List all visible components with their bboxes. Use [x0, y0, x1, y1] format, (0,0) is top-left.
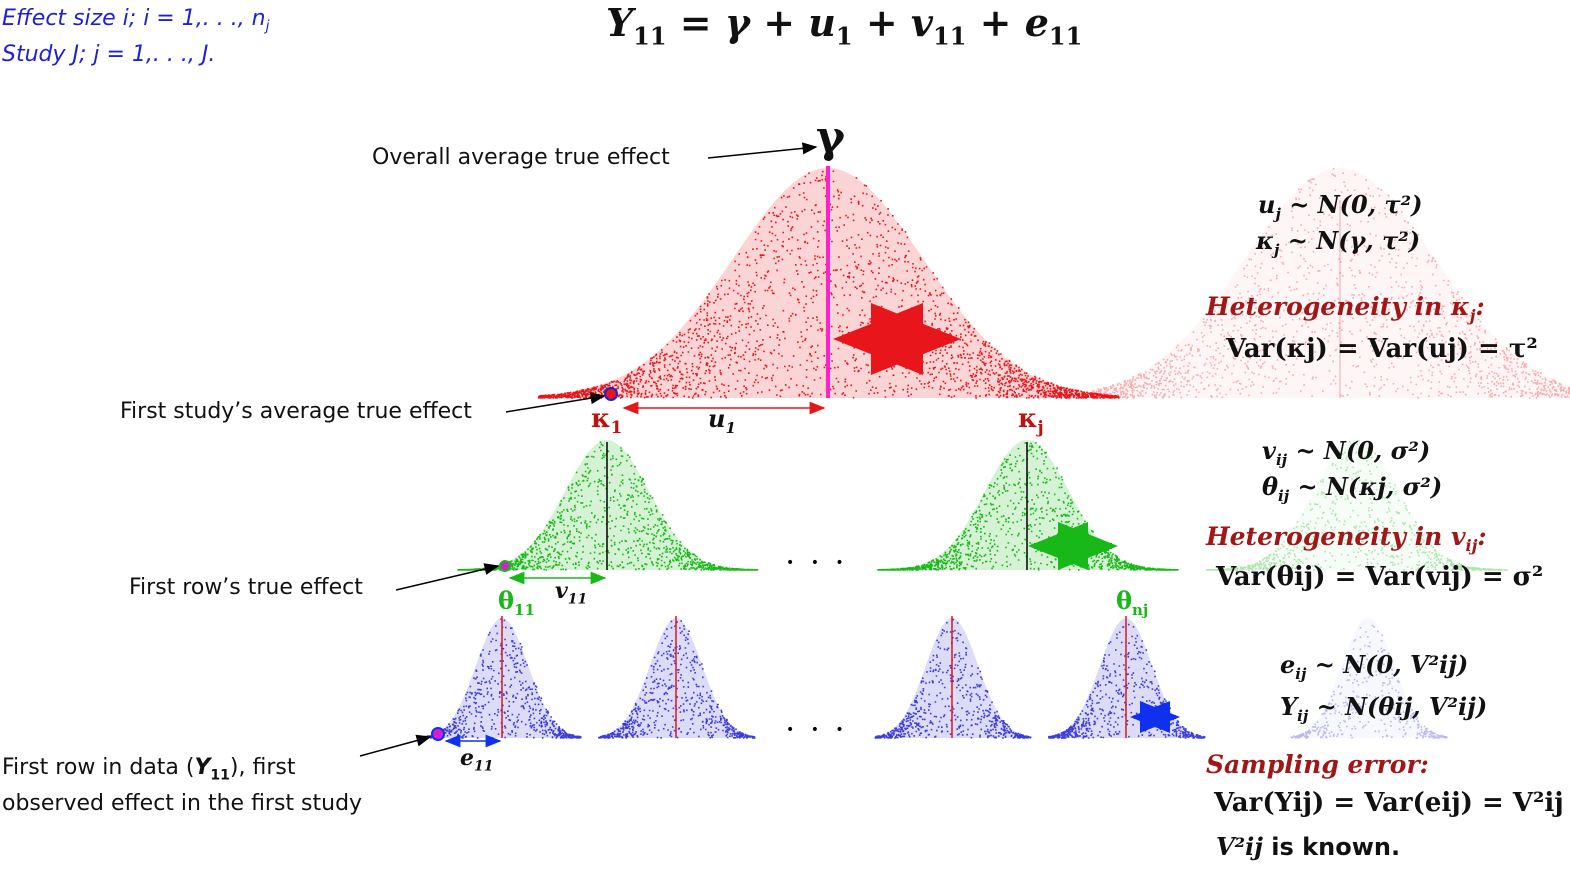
theta11-label: θ11 — [498, 586, 535, 619]
kappa-distribution-ghost-dots — [1090, 168, 1570, 399]
gamma-label: γ — [816, 112, 846, 163]
kappa-distribution-ghost — [1090, 168, 1570, 399]
theta-curve-ghost-fill — [1206, 440, 1506, 570]
row-ellipsis: • • • — [786, 722, 850, 738]
variance-theta-equation: Var(θij) = Var(vij) = σ² — [1216, 562, 1544, 592]
thetaij-distribution: θij ~ N(κj, σ²) — [1262, 472, 1443, 505]
annotation-lines — [359, 142, 1341, 757]
overall-pointer — [707, 142, 818, 159]
first-study-label: First study’s average true effect — [120, 399, 472, 424]
first-row-data-label-line2: observed effect in the first study — [2, 791, 363, 816]
yij-distribution: Yij ~ N(θij, V²ij) — [1280, 692, 1488, 725]
first-data-row-pointer — [359, 734, 432, 757]
model-equation: Y11 = γ + u1 + v11 + e11 — [606, 0, 1083, 51]
first-row-data-label-line1: First row in data (Y11), first — [2, 755, 296, 784]
kappa-distribution-ghost-fill — [1090, 168, 1570, 398]
e11-label: e11 — [460, 745, 494, 775]
vij-distribution: vij ~ N(0, σ²) — [1262, 436, 1431, 469]
theta-curve-studyj — [877, 440, 1179, 571]
sampling-curve-3-dots — [874, 618, 1032, 739]
first-study-pointer — [505, 392, 606, 413]
study-note: Study J; j = 1,. . ., J. — [2, 42, 216, 67]
sampling-error-title: Sampling error: — [1206, 750, 1429, 779]
sampling-curve-ghost — [1290, 618, 1448, 739]
variance-y-equation: Var(Yij) = Var(eij) = V²ij — [1214, 788, 1564, 818]
effect-size-note: Effect size i; i = 1,. . ., nj — [2, 6, 270, 35]
variance-kappa-equation: Var(κj) = Var(uj) = τ² — [1226, 334, 1538, 364]
sampling-curve-ghost-fill — [1290, 618, 1446, 738]
uj-distribution: uj ~ N(0, τ²) — [1258, 190, 1423, 223]
heterogeneity-kappa-title: Heterogeneity in κj: — [1206, 292, 1485, 325]
heterogeneity-v-title: Heterogeneity in vij: — [1206, 522, 1487, 555]
theta-curve-ghost-dots — [1206, 440, 1508, 571]
study-ellipsis: • • • — [786, 555, 850, 571]
v11-label: v11 — [555, 578, 588, 608]
kappa1-label: κ1 — [591, 404, 623, 439]
sampling-curve-2-dots — [598, 620, 756, 739]
theta11-point — [499, 560, 511, 572]
known-variance-note: V²ij is known. — [1216, 832, 1401, 861]
y11-point — [431, 727, 445, 741]
overall-average-label: Overall average true effect — [372, 145, 670, 170]
first-row-true-effect-label: First row’s true effect — [129, 575, 363, 600]
theta-curve-ghost — [1206, 440, 1508, 571]
thetanj-label: θnj — [1116, 586, 1149, 619]
kappa1-point — [604, 387, 618, 401]
kappaj-label: κj — [1018, 404, 1044, 439]
u1-label: u1 — [708, 404, 736, 437]
sampling-curve-ghost-dots — [1290, 624, 1448, 739]
kappaj-distribution: κj ~ N(γ, τ²) — [1256, 226, 1421, 259]
eij-distribution: eij ~ N(0, V²ij) — [1280, 650, 1469, 683]
first-row-pointer — [395, 563, 500, 591]
